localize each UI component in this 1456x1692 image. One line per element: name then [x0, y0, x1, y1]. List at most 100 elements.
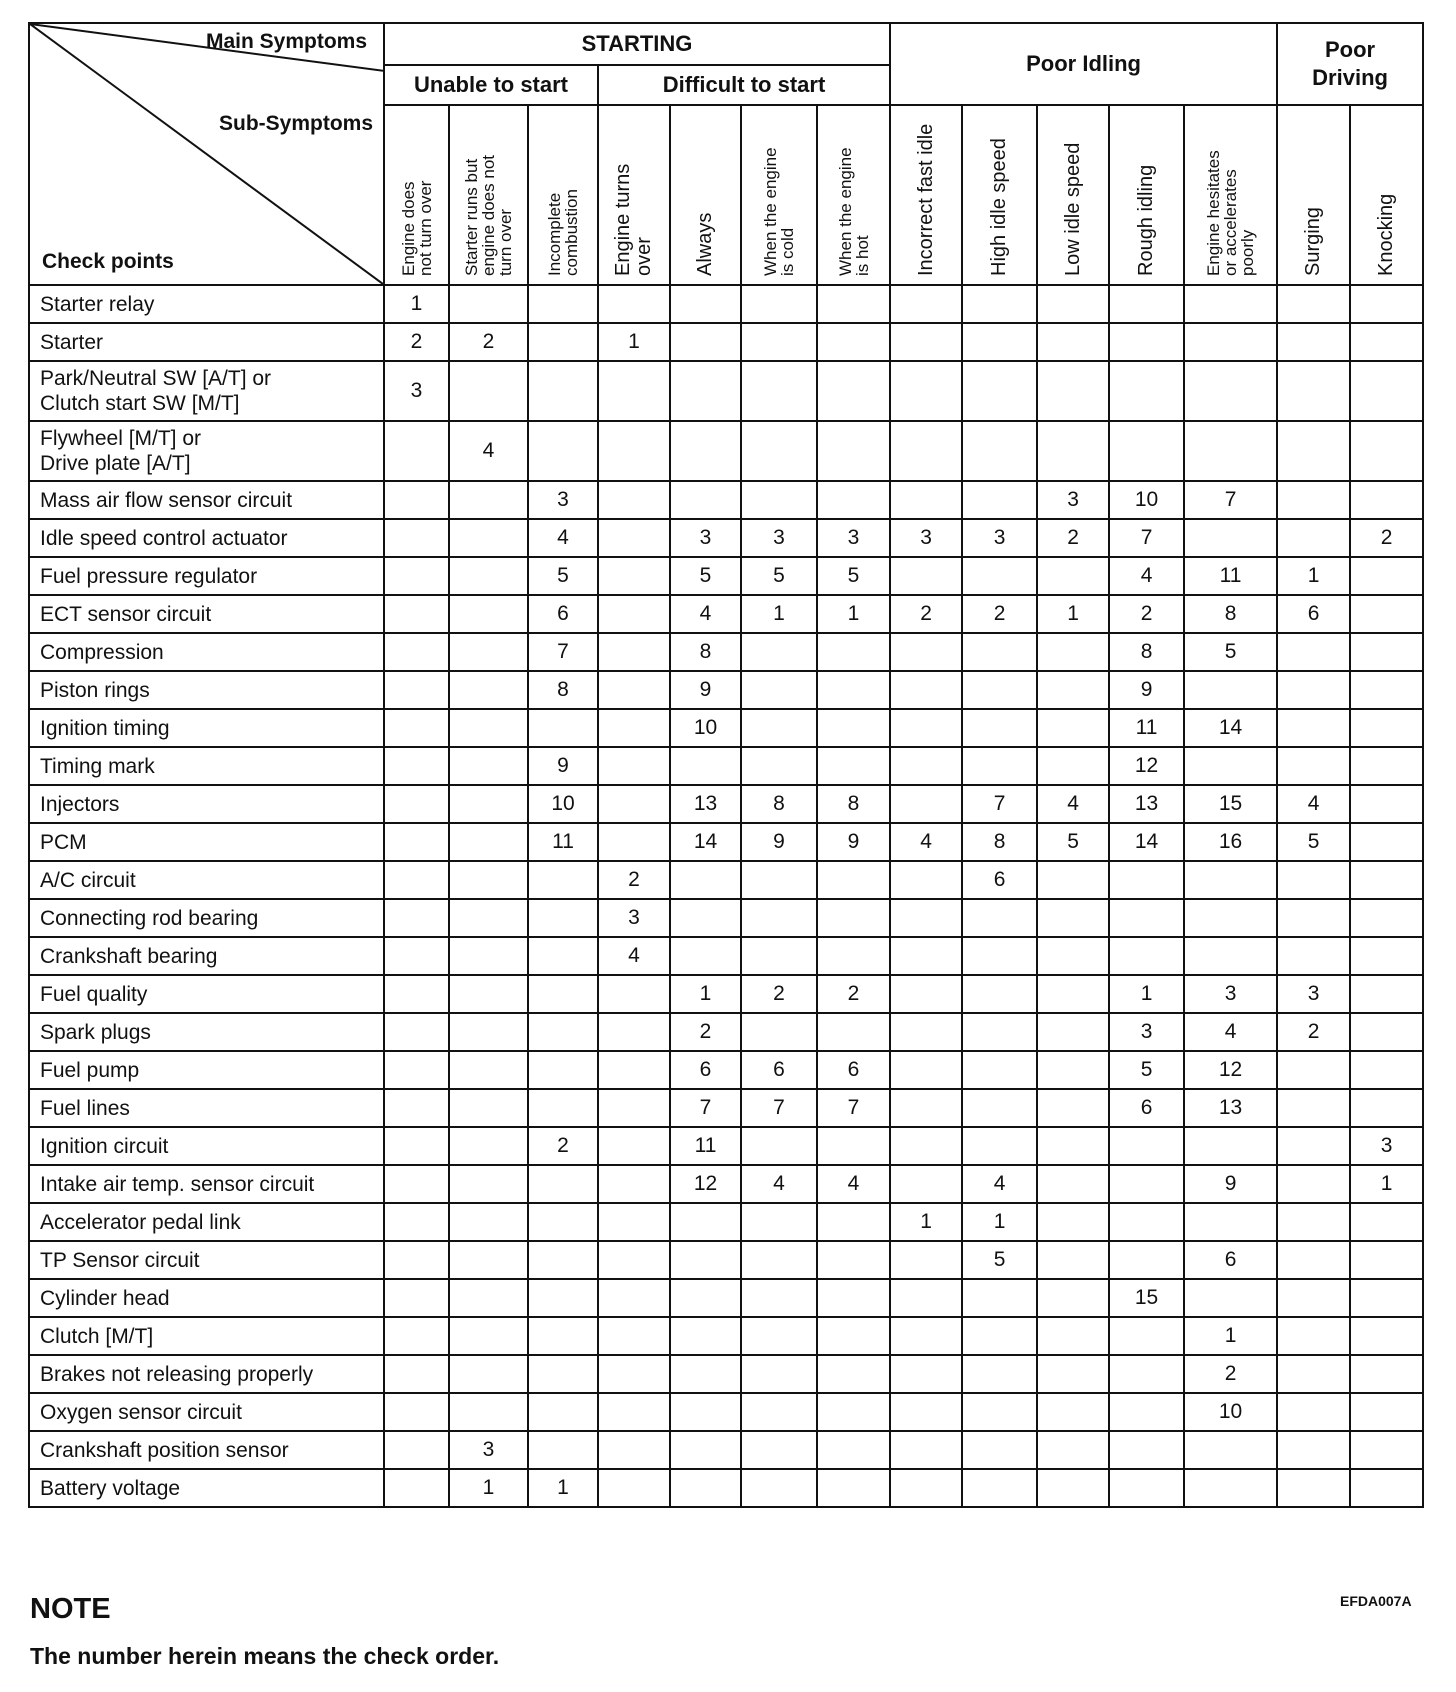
- group-poor-idling: Poor Idling: [889, 22, 1279, 106]
- check-order-cell: [669, 1392, 742, 1432]
- check-order-cell: [383, 1278, 450, 1318]
- check-order-cell: [1036, 1088, 1111, 1128]
- check-order-cell: [669, 1430, 742, 1470]
- check-order-cell: [815, 1202, 892, 1242]
- check-order-cell: [1036, 322, 1111, 362]
- check-order-cell: [889, 708, 964, 748]
- check-order-cell: [1036, 1240, 1111, 1280]
- check-order-cell: [1349, 1088, 1425, 1128]
- check-order-cell: 5: [815, 556, 892, 596]
- check-order-cell: [669, 322, 742, 362]
- check-order-cell: 13: [669, 784, 742, 824]
- check-order-cell: [1036, 1050, 1111, 1090]
- check-order-cell: [1276, 860, 1352, 900]
- check-order-cell: [527, 708, 599, 748]
- check-order-cell: [1349, 1354, 1425, 1394]
- check-order-cell: 8: [669, 632, 742, 672]
- check-order-cell: [527, 284, 599, 324]
- check-order-cell: [815, 1430, 892, 1470]
- check-order-cell: [669, 860, 742, 900]
- check-order-cell: [740, 670, 818, 710]
- check-order-cell: [669, 1278, 742, 1318]
- check-order-cell: [448, 480, 529, 520]
- check-order-cell: 2: [448, 322, 529, 362]
- check-order-cell: [597, 784, 671, 824]
- check-order-cell: [527, 1050, 599, 1090]
- check-order-cell: [1036, 1430, 1111, 1470]
- check-order-cell: [527, 322, 599, 362]
- check-order-cell: 1: [448, 1468, 529, 1508]
- sub-symptom-label: Starter runs but engine does not turn ov…: [462, 155, 515, 276]
- check-order-cell: [740, 746, 818, 786]
- check-order-cell: 11: [669, 1126, 742, 1166]
- check-order-cell: [961, 1050, 1039, 1090]
- check-order-cell: [597, 1430, 671, 1470]
- check-order-cell: 4: [669, 594, 742, 634]
- check-order-cell: [1108, 1164, 1186, 1204]
- check-order-cell: [961, 480, 1039, 520]
- check-order-cell: 4: [1276, 784, 1352, 824]
- check-order-cell: [597, 1088, 671, 1128]
- check-order-cell: 6: [961, 860, 1039, 900]
- check-order-cell: [889, 1126, 964, 1166]
- check-order-cell: [1036, 898, 1111, 938]
- check-order-cell: [1349, 746, 1425, 786]
- check-order-cell: [1108, 1468, 1186, 1508]
- check-order-cell: [961, 746, 1039, 786]
- check-order-cell: [1349, 1392, 1425, 1432]
- check-order-cell: [740, 1392, 818, 1432]
- check-order-cell: [740, 1240, 818, 1280]
- check-order-cell: [1108, 1240, 1186, 1280]
- check-order-cell: [669, 1240, 742, 1280]
- check-order-cell: 3: [740, 518, 818, 558]
- check-order-cell: [597, 670, 671, 710]
- check-order-cell: [597, 632, 671, 672]
- check-order-cell: [1183, 360, 1279, 422]
- table-row: Crankshaft position sensor 3: [28, 1430, 1425, 1470]
- check-order-cell: [1108, 860, 1186, 900]
- check-order-cell: [961, 284, 1039, 324]
- check-order-cell: [1276, 1050, 1352, 1090]
- check-point-label: Fuel pressure regulator: [28, 556, 385, 596]
- check-order-cell: [1349, 784, 1425, 824]
- check-order-cell: 2: [1349, 518, 1425, 558]
- check-order-cell: [1108, 1316, 1186, 1356]
- sub-symptom-label: Low idle speed: [1061, 142, 1084, 276]
- check-order-cell: 6: [1108, 1088, 1186, 1128]
- sub-symptoms-label: Sub-Symptoms: [218, 112, 373, 135]
- check-order-cell: [1183, 420, 1279, 482]
- check-order-cell: [527, 1240, 599, 1280]
- sub-symptom-label: Engine hesitates or accelerates poorly: [1204, 150, 1258, 276]
- check-order-cell: [383, 518, 450, 558]
- table-row: Park/Neutral SW [A/T] or Clutch start SW…: [28, 360, 1425, 422]
- check-order-cell: 5: [669, 556, 742, 596]
- check-order-cell: 10: [669, 708, 742, 748]
- check-order-cell: [740, 1430, 818, 1470]
- check-order-cell: 2: [669, 1012, 742, 1052]
- check-order-cell: [527, 1430, 599, 1470]
- check-order-cell: [961, 1430, 1039, 1470]
- check-order-cell: [961, 1392, 1039, 1432]
- check-order-cell: [1276, 1126, 1352, 1166]
- check-order-cell: [383, 1202, 450, 1242]
- check-order-cell: [1036, 860, 1111, 900]
- check-order-cell: [961, 1088, 1039, 1128]
- check-order-cell: 2: [889, 594, 964, 634]
- check-order-cell: [815, 1316, 892, 1356]
- check-order-cell: [1108, 1430, 1186, 1470]
- check-order-cell: 15: [1183, 784, 1279, 824]
- check-order-cell: [527, 420, 599, 482]
- check-order-cell: [889, 1354, 964, 1394]
- check-order-cell: 1: [961, 1202, 1039, 1242]
- check-order-cell: [1036, 632, 1111, 672]
- check-order-cell: [1349, 594, 1425, 634]
- check-order-cell: 1: [1108, 974, 1186, 1014]
- check-order-cell: [1276, 1430, 1352, 1470]
- table-row: Fuel lines 7 7 7 6 13: [28, 1088, 1425, 1128]
- check-order-cell: [527, 1278, 599, 1318]
- check-order-cell: 15: [1108, 1278, 1186, 1318]
- check-order-cell: [740, 936, 818, 976]
- check-order-cell: [961, 1012, 1039, 1052]
- check-order-cell: [669, 284, 742, 324]
- check-order-cell: [597, 518, 671, 558]
